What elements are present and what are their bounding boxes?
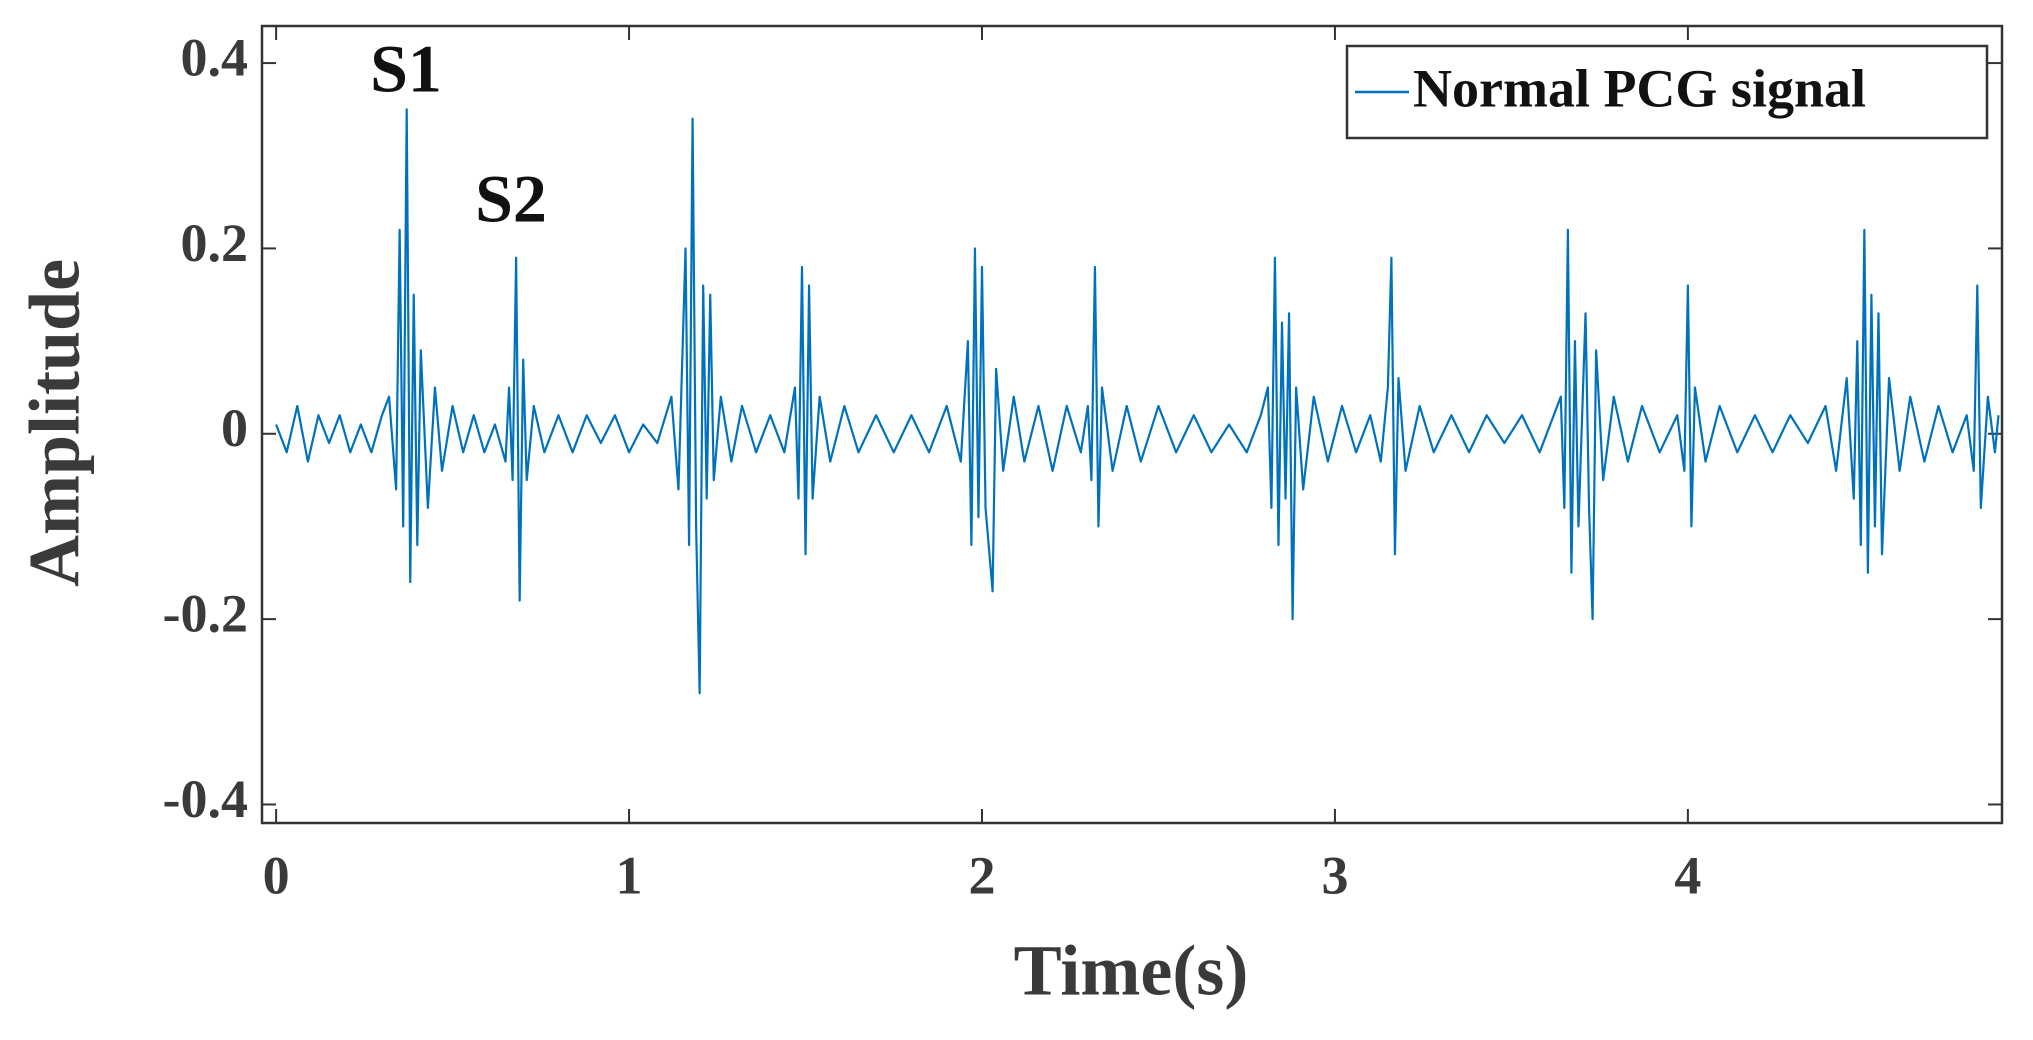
y-axis-label: Amplitude xyxy=(15,259,95,587)
data-line xyxy=(275,108,2000,695)
plot-frame xyxy=(260,24,2004,825)
x-tick-label: 4 xyxy=(1674,845,1701,905)
x-axis-label: Time(s) xyxy=(1014,931,1249,1011)
x-tick-label: 2 xyxy=(969,845,996,905)
y-tick-label: 0.4 xyxy=(181,27,249,87)
x-tick-label: 0 xyxy=(263,845,290,905)
annotation: S2 xyxy=(475,161,547,237)
annotation: S1 xyxy=(370,31,442,107)
legend-box xyxy=(1345,44,1989,140)
x-tick-label: 3 xyxy=(1321,845,1348,905)
legend-label: Normal PCG signal xyxy=(1413,58,1866,118)
y-tick-label: 0 xyxy=(221,398,248,458)
y-tick-label: -0.4 xyxy=(163,769,248,829)
y-tick-label: 0.2 xyxy=(181,213,249,273)
y-tick-label: -0.2 xyxy=(163,584,248,644)
x-tick-label: 1 xyxy=(616,845,643,905)
